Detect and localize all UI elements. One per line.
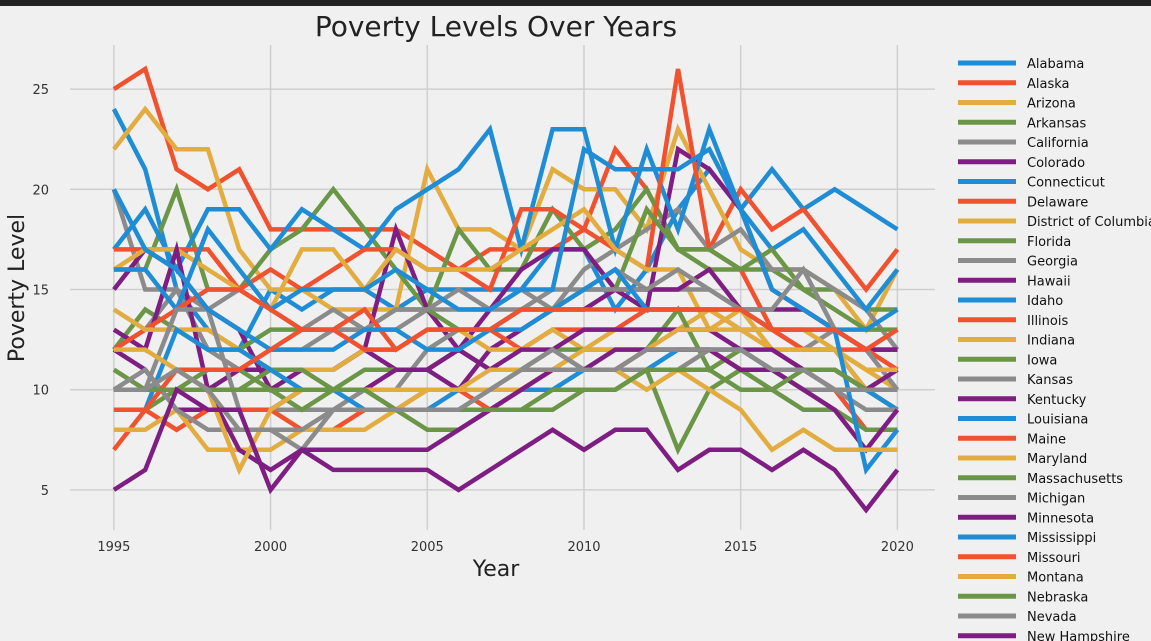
x-tick-label: 2010 xyxy=(567,540,600,555)
legend-label-arizona: Arizona xyxy=(1027,97,1076,112)
legend-label-idaho: Idaho xyxy=(1027,294,1063,309)
x-axis-label: Year xyxy=(472,557,521,582)
series-line-arkansas xyxy=(113,182,898,314)
legend-label-indiana: Indiana xyxy=(1027,334,1075,349)
legend-label-alabama: Alabama xyxy=(1027,57,1084,72)
legend-label-california: California xyxy=(1027,136,1089,151)
legend-label-kentucky: Kentucky xyxy=(1027,393,1087,408)
series-line-minnesota xyxy=(113,347,900,473)
legend-label-maine: Maine xyxy=(1027,432,1066,447)
y-tick-label: 10 xyxy=(32,384,49,399)
legend-label-nebraska: Nebraska xyxy=(1027,590,1088,605)
legend-label-minnesota: Minnesota xyxy=(1027,511,1094,526)
legend-label-connecticut: Connecticut xyxy=(1027,176,1105,191)
window-top-bar xyxy=(0,0,1151,6)
legend-label-maryland: Maryland xyxy=(1027,452,1087,467)
legend-label-alaska: Alaska xyxy=(1027,77,1070,92)
series-line-missouri xyxy=(113,307,899,413)
x-tick-label: 2015 xyxy=(724,540,757,555)
x-tick-label: 2000 xyxy=(254,540,287,555)
series-line-montana xyxy=(113,347,898,476)
legend-label-massachusetts: Massachusetts xyxy=(1027,472,1123,487)
legend-label-missouri: Missouri xyxy=(1027,551,1081,566)
legend-label-georgia: Georgia xyxy=(1027,255,1078,270)
legend-label-iowa: Iowa xyxy=(1027,353,1057,368)
legend-label-nevada: Nevada xyxy=(1027,610,1077,625)
series-line-idaho xyxy=(113,145,899,332)
x-tick-label: 2005 xyxy=(411,540,444,555)
y-tick-label: 15 xyxy=(32,284,49,299)
series-line-nebraska xyxy=(113,367,898,413)
legend: Alabama Alaska Arizona Arkansas California Co… xyxy=(958,57,1151,641)
y-axis-ticks: 5 10 15 20 25 xyxy=(32,83,49,499)
legend-label-illinois: Illinois xyxy=(1027,314,1068,329)
legend-label-delaware: Delaware xyxy=(1027,195,1088,210)
y-axis-label: Poverty Level xyxy=(5,214,30,362)
legend-label-louisiana: Louisiana xyxy=(1027,413,1088,428)
legend-label-florida: Florida xyxy=(1027,235,1071,250)
series-line-connecticut xyxy=(112,122,900,314)
series-line-nevada xyxy=(113,347,898,433)
legend-label-michigan: Michigan xyxy=(1027,492,1085,507)
x-tick-label: 2020 xyxy=(881,540,914,555)
series-line-delaware xyxy=(113,68,899,412)
legend-label-mississippi: Mississippi xyxy=(1027,531,1096,546)
y-tick-label: 5 xyxy=(41,484,49,499)
legend-label-kansas: Kansas xyxy=(1027,373,1073,388)
x-tick-label: 1995 xyxy=(97,540,130,555)
y-tick-label: 25 xyxy=(32,83,49,98)
chart-title: Poverty Levels Over Years xyxy=(315,10,677,43)
legend-label-arkansas: Arkansas xyxy=(1027,116,1086,131)
x-axis-ticks: 1995 2000 2005 2010 2015 2020 xyxy=(97,540,914,555)
legend-label-colorado: Colorado xyxy=(1027,156,1085,171)
series-lines xyxy=(111,65,900,514)
y-tick-label: 20 xyxy=(32,183,49,198)
series-line-maryland xyxy=(113,327,898,453)
legend-label-district-of-columbia: District of Columbia xyxy=(1027,215,1151,230)
series-line-new-hampshire xyxy=(112,386,900,514)
legend-label-hawaii: Hawaii xyxy=(1027,274,1071,289)
legend-label-montana: Montana xyxy=(1027,571,1084,586)
legend-label-new-hampshire: New Hampshire xyxy=(1027,630,1130,641)
